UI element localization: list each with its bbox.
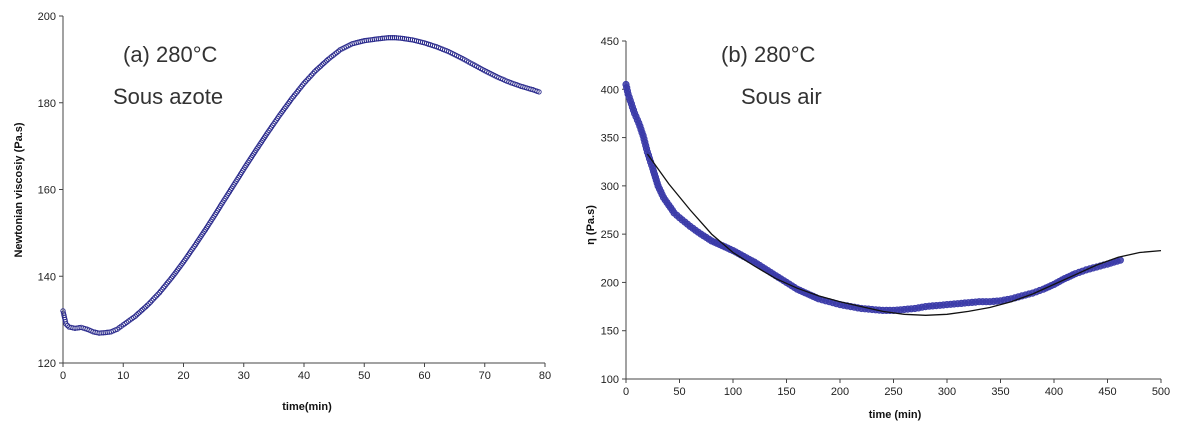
chart-a-data-point [132,313,138,319]
chart-b-y-tick-label: 350 [601,133,619,145]
chart-a-annotation-line1: (a) 280°C [123,42,218,67]
chart-a-data-point [322,59,328,65]
chart-b-x-tick-label: 400 [1045,386,1063,398]
chart-a-data-point [304,77,310,83]
chart-a-data-point [141,305,147,311]
chart-b-y-tick-label: 450 [601,36,619,48]
chart-b-x-tick-label: 150 [777,386,795,398]
chart-b-x-tick-label: 0 [623,386,629,398]
chart-b-marks [622,80,1162,316]
chart-a-data-point [152,294,158,301]
chart-a-data-point [301,80,307,86]
chart-b-x-tick-label: 200 [831,386,849,398]
chart-a-x-tick-label: 40 [298,370,310,382]
chart-b-x-tick-label: 500 [1152,386,1170,398]
chart-b-x-axis-label: time (min) [869,409,922,421]
chart-a-data-point [314,66,321,72]
chart-a-data-point [160,285,167,291]
chart-a-x-tick-label: 30 [238,370,250,382]
chart-b-y-tick-label: 100 [601,374,619,386]
chart-a-plot-area [63,16,545,363]
chart-a-data-point [135,310,141,317]
chart-a-x-tick-label: 20 [177,370,189,382]
chart-b-x-tick-label: 300 [938,386,956,398]
chart-a-x-tick-label: 60 [418,370,430,382]
chart-a-x-tick-label: 0 [60,370,66,382]
chart-a-data-point [147,299,154,305]
chart-a-data-point [536,89,542,95]
chart-a-y-tick-label: 180 [38,98,56,110]
chart-a-data-point [153,293,160,299]
chart-a-data-point [137,309,143,315]
chart-a-data-point [158,288,164,294]
chart-a-data-point [63,321,69,327]
chart-b-y-tick-label: 250 [601,229,619,241]
chart-a-data-point [144,302,150,308]
chart-b: 0 50 100 150 200 250 300 350 400 450 500 100 150 200 2… [585,36,1170,421]
chart-a: 0 10 20 30 40 50 60 70 80 120 140 160 180 200 (a) 280… [13,11,551,413]
chart-b-plot-area [626,41,1161,379]
chart-a-data-point [302,78,309,85]
chart-a-marks [60,35,542,336]
chart-a-y-axis-label: Newtonian viscosiy (Pa.s) [13,122,25,257]
chart-a-data-point [155,291,161,297]
chart-a-data-point [140,306,146,313]
chart-b-y-tick-label: 200 [601,277,619,289]
chart-a-data-point [134,312,140,318]
chart-a-data-point [150,296,157,302]
chart-a-y-tick-label: 140 [38,271,56,283]
chart-b-y-tick-label: 300 [601,181,619,193]
chart-b-y-tick-label: 400 [601,84,619,96]
chart-b-annotation-line2: Sous air [741,84,822,109]
chart-a-ticks: 0 10 20 30 40 50 60 70 80 120 140 160 180 200 [38,11,551,382]
chart-a-y-tick-label: 120 [38,358,56,370]
chart-a-data-point [146,301,152,307]
chart-b-annotation-line1: (b) 280°C [721,42,816,67]
chart-a-data-point [149,297,155,304]
chart-a-data-point [320,60,327,67]
chart-a-data-point [319,62,325,68]
chart-a-data-point [313,67,319,73]
chart-a-data-point [143,304,149,310]
chart-a-annotation-line2: Sous azote [113,84,223,109]
chart-a-x-axis-label: time(min) [282,401,332,413]
chart-a-data-point [317,63,324,69]
chart-b-y-axis-label: η (Pa.s) [585,205,597,245]
chart-b-x-tick-label: 350 [991,386,1009,398]
chart-a-y-tick-label: 200 [38,11,56,23]
chart-a-data-point [316,64,322,71]
chart-a-data-point [138,308,144,314]
chart-b-ticks: 0 50 100 150 200 250 300 350 400 450 500 100 150 200 2… [601,36,1171,398]
chart-a-x-tick-label: 50 [358,370,370,382]
chart-a-y-tick-label: 160 [38,185,56,197]
chart-b-y-tick-label: 150 [601,326,619,338]
chart-a-data-point [323,58,330,64]
chart-a-data-point [164,280,171,286]
chart-a-x-tick-label: 80 [539,370,551,382]
chart-b-x-tick-label: 100 [724,386,742,398]
chart-b-x-tick-label: 50 [673,386,685,398]
chart-a-data-point [311,69,318,75]
chart-b-x-tick-label: 450 [1098,386,1116,398]
chart-b-fit-line [646,153,1162,316]
chart-a-data-point [291,92,298,98]
chart-a-data-point [307,74,313,80]
chart-a-x-tick-label: 10 [117,370,129,382]
chart-a-data-point [308,72,315,78]
chart-a-x-tick-label: 70 [479,370,491,382]
chart-b-x-tick-label: 250 [884,386,902,398]
